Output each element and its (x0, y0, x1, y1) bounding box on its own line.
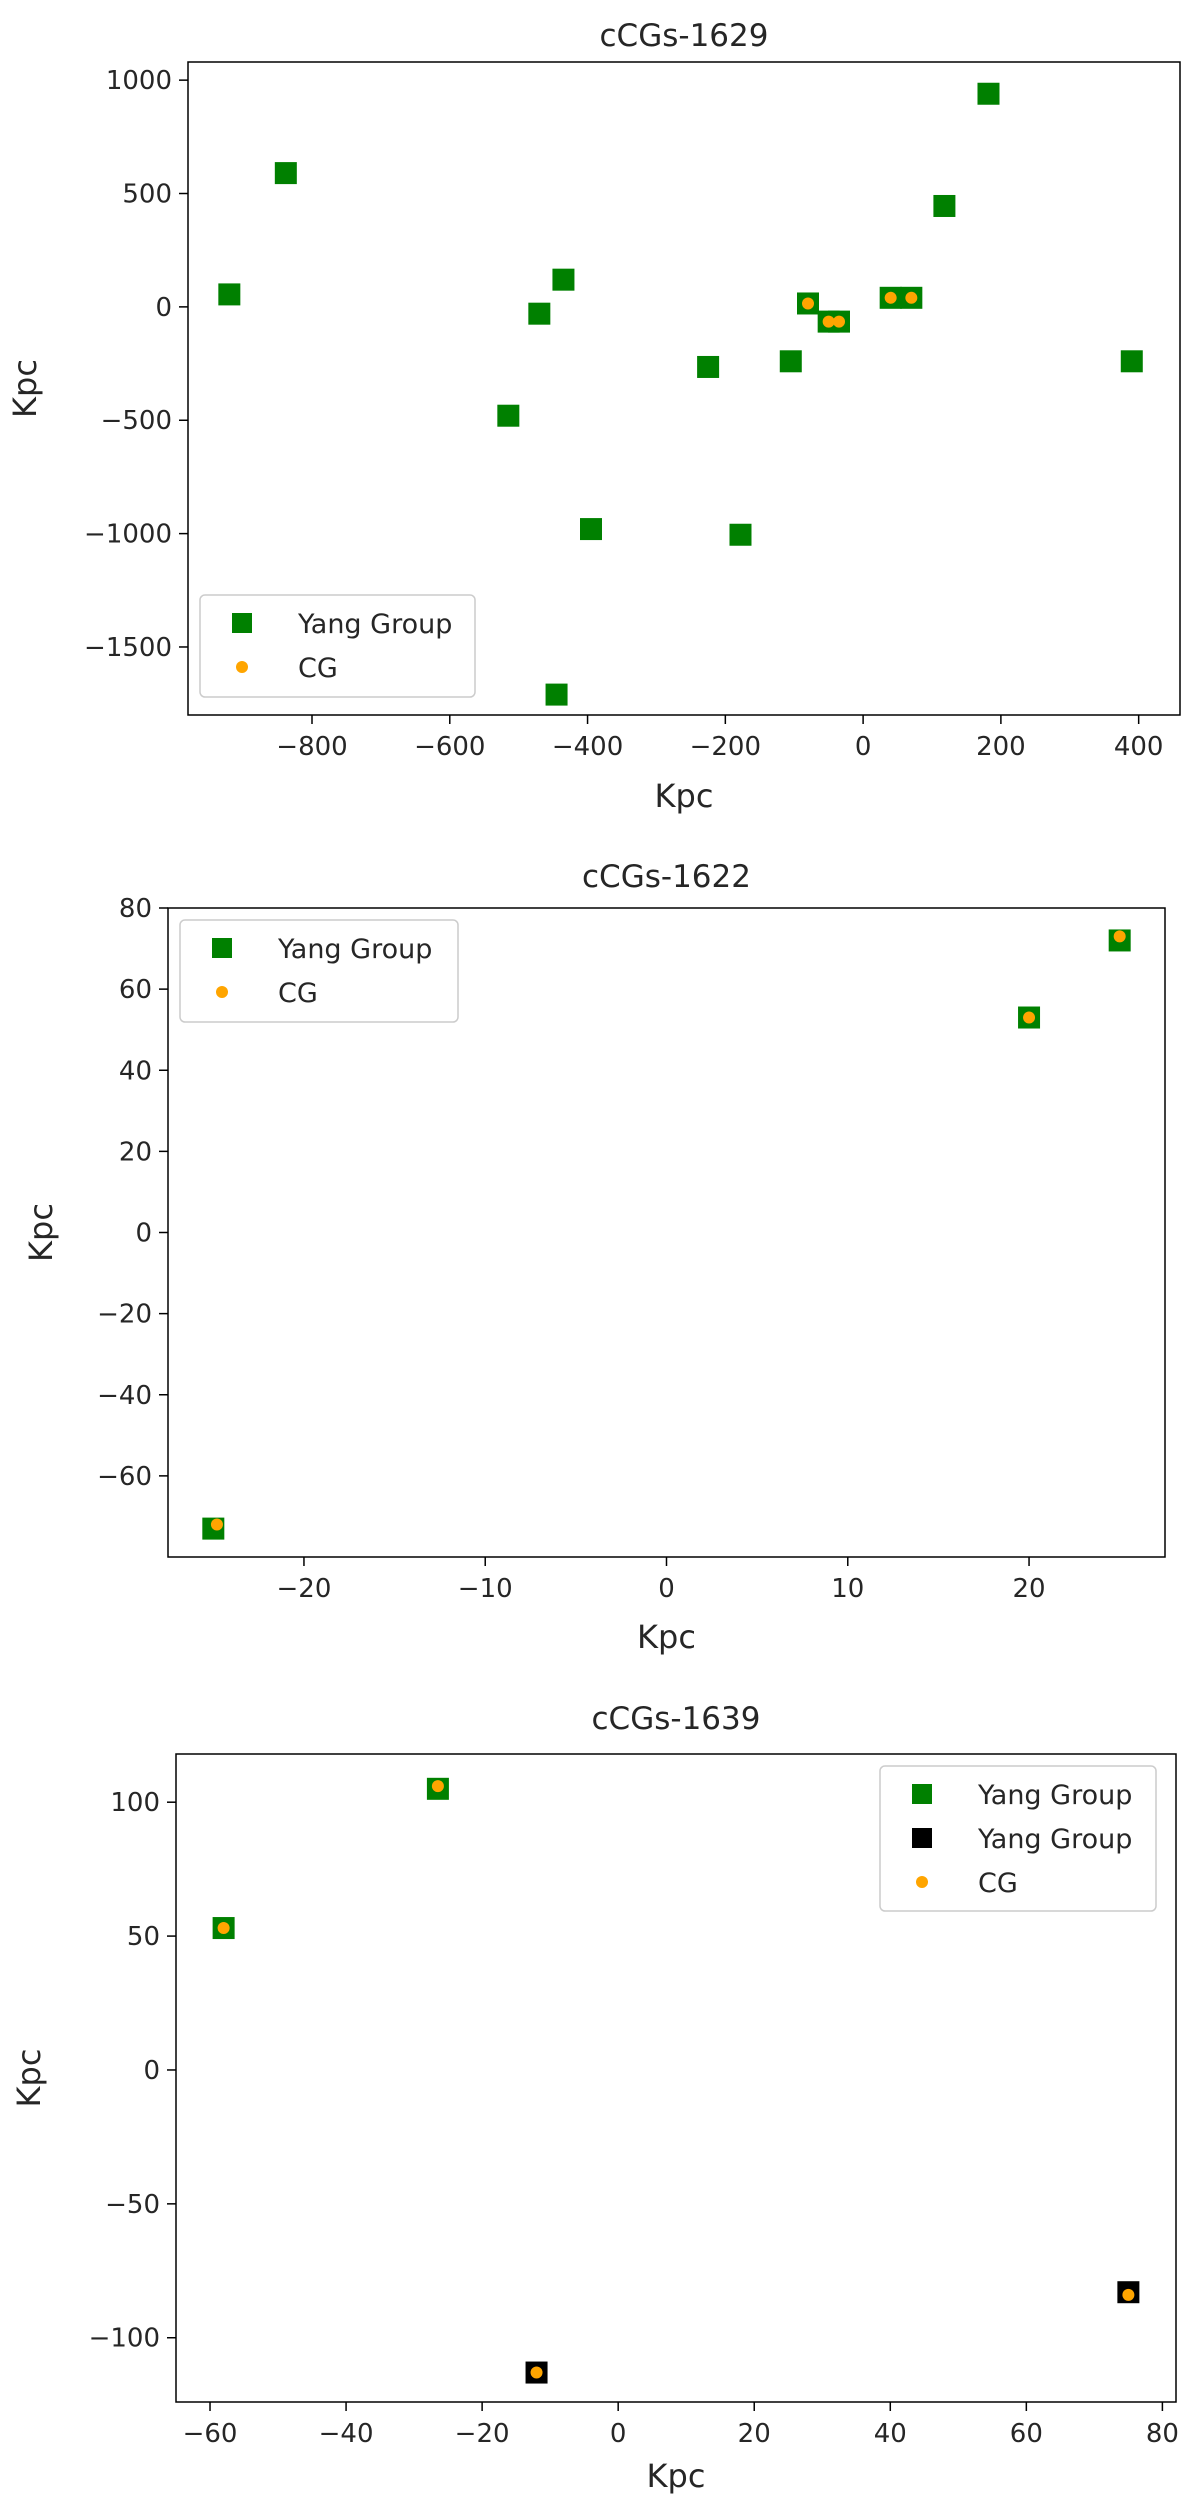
plot-frame (175, 1753, 1177, 2403)
x-tick-label: 400 (1114, 732, 1164, 762)
data-point-circle (210, 1518, 223, 1531)
y-tick-label: 1000 (106, 66, 172, 96)
y-tick-label: 0 (143, 2056, 160, 2086)
scatter-chart-1639: cCGs-1639 −60 −40 −20 0 20 40 60 80 −100 −50 0 50 100… (10, 1701, 1179, 2495)
data-point-square (729, 523, 752, 546)
x-tick-label: 10 (831, 1574, 864, 1604)
data-point-circle (833, 315, 845, 328)
chart-panel-1639: cCGs-1639 −60 −40 −20 0 20 40 60 80 −100 −50 0 50 100… (0, 1680, 1200, 2507)
legend-label: CG (278, 978, 318, 1009)
x-tick-label: −60 (183, 2419, 238, 2449)
scatter-chart-1629: cCGs-1629 −800 −600 −400 −200 0 200 400 −1500 −10… (6, 18, 1181, 815)
legend-marker-circle (916, 1876, 928, 1888)
legend-label: Yang Group (977, 1780, 1132, 1811)
legend-marker-circle (216, 986, 228, 998)
legend-marker-square (912, 1784, 932, 1804)
x-axis-label: Kpc (647, 2457, 706, 2495)
y-axis-label: Kpc (22, 1203, 60, 1262)
x-tick-label: 60 (1010, 2419, 1043, 2449)
y-tick-label: −500 (101, 406, 172, 436)
data-point-circle (905, 291, 918, 304)
plot-frame (167, 907, 1166, 1558)
data-point-square (1120, 350, 1143, 373)
chart-panel-1622: cCGs-1622 −20 −10 0 10 20 −60 −40 −20 0 20 40 60 80 Kp… (0, 840, 1200, 1680)
y-axis-label: Kpc (6, 359, 44, 418)
data-point-square (274, 162, 297, 185)
legend-marker-square (912, 1828, 932, 1848)
x-axis-label: Kpc (655, 777, 714, 815)
y-tick-label: 500 (122, 180, 172, 210)
legend-label: CG (298, 653, 338, 684)
x-tick-label: −400 (552, 732, 623, 762)
x-tick-label: 40 (874, 2419, 907, 2449)
x-tick-label: −600 (414, 732, 485, 762)
data-point-circle (1122, 2288, 1135, 2301)
data-point-circle (217, 1922, 230, 1935)
y-tick-label: −100 (89, 2324, 160, 2354)
data-point-circle (1113, 930, 1126, 943)
data-point-square (779, 350, 802, 373)
data-point-circle (802, 297, 814, 310)
data-point-square (933, 194, 956, 217)
x-tick-label: 200 (976, 732, 1026, 762)
data-point-circle (431, 1780, 444, 1793)
data-point-square (545, 683, 568, 706)
y-tick-label: 0 (155, 293, 172, 323)
legend-label: Yang Group (297, 609, 452, 640)
x-axis-label: Kpc (637, 1618, 696, 1656)
x-tick-label: −200 (690, 732, 761, 762)
x-tick-label: −20 (277, 1574, 332, 1604)
legend-label: Yang Group (277, 934, 432, 965)
x-tick-label: 80 (1146, 2419, 1179, 2449)
data-point-circle (1023, 1011, 1036, 1024)
y-tick-label: −1000 (84, 520, 172, 550)
y-tick-label: 50 (127, 1922, 160, 1952)
legend-box (879, 1765, 1157, 1912)
chart-title: cCGs-1639 (592, 1701, 761, 1737)
x-tick-label: −800 (276, 732, 347, 762)
chart-title: cCGs-1622 (582, 859, 751, 895)
legend-marker-circle (236, 661, 248, 673)
plot-frame (187, 61, 1181, 716)
y-tick-label: 100 (110, 1788, 160, 1818)
x-tick-label: −40 (319, 2419, 374, 2449)
y-tick-label: −40 (97, 1381, 152, 1411)
chart-panel-1629: cCGs-1629 −800 −600 −400 −200 0 200 400 −1500 −10… (0, 0, 1200, 840)
legend-box (199, 594, 476, 698)
data-point-square (697, 355, 720, 378)
data-point-square (218, 283, 241, 306)
y-tick-label: 0 (135, 1219, 152, 1249)
y-axis-label: Kpc (10, 2049, 48, 2108)
legend-label: CG (978, 1868, 1018, 1899)
x-tick-label: −20 (455, 2419, 510, 2449)
data-point-square (552, 268, 575, 291)
y-tick-label: 40 (119, 1056, 152, 1086)
x-tick-label: 0 (855, 732, 872, 762)
data-point-square (977, 82, 1000, 105)
legend-label: Yang Group (977, 1824, 1132, 1855)
x-tick-label: 20 (738, 2419, 771, 2449)
scatter-chart-1622: cCGs-1622 −20 −10 0 10 20 −60 −40 −20 0 20 40 60 80 Kp… (22, 859, 1166, 1656)
data-point-circle (822, 315, 835, 328)
y-tick-label: −50 (105, 2190, 160, 2220)
data-point-square (528, 302, 551, 325)
y-tick-label: 80 (119, 894, 152, 924)
data-point-square (497, 404, 520, 427)
legend-marker-square (232, 613, 252, 633)
y-tick-label: 60 (119, 975, 152, 1005)
y-tick-label: 20 (119, 1137, 152, 1167)
y-tick-label: −1500 (84, 633, 172, 663)
y-tick-label: −20 (97, 1300, 152, 1330)
legend-marker-square (212, 938, 232, 958)
data-point-circle (530, 2366, 543, 2379)
data-point-square (580, 518, 602, 541)
legend-box (179, 919, 459, 1023)
x-tick-label: 0 (658, 1574, 675, 1604)
y-tick-label: −60 (97, 1462, 152, 1492)
x-tick-label: 20 (1012, 1574, 1045, 1604)
x-tick-label: 0 (610, 2419, 627, 2449)
data-point-circle (884, 291, 897, 304)
x-tick-label: −10 (458, 1574, 513, 1604)
chart-title: cCGs-1629 (600, 18, 769, 54)
